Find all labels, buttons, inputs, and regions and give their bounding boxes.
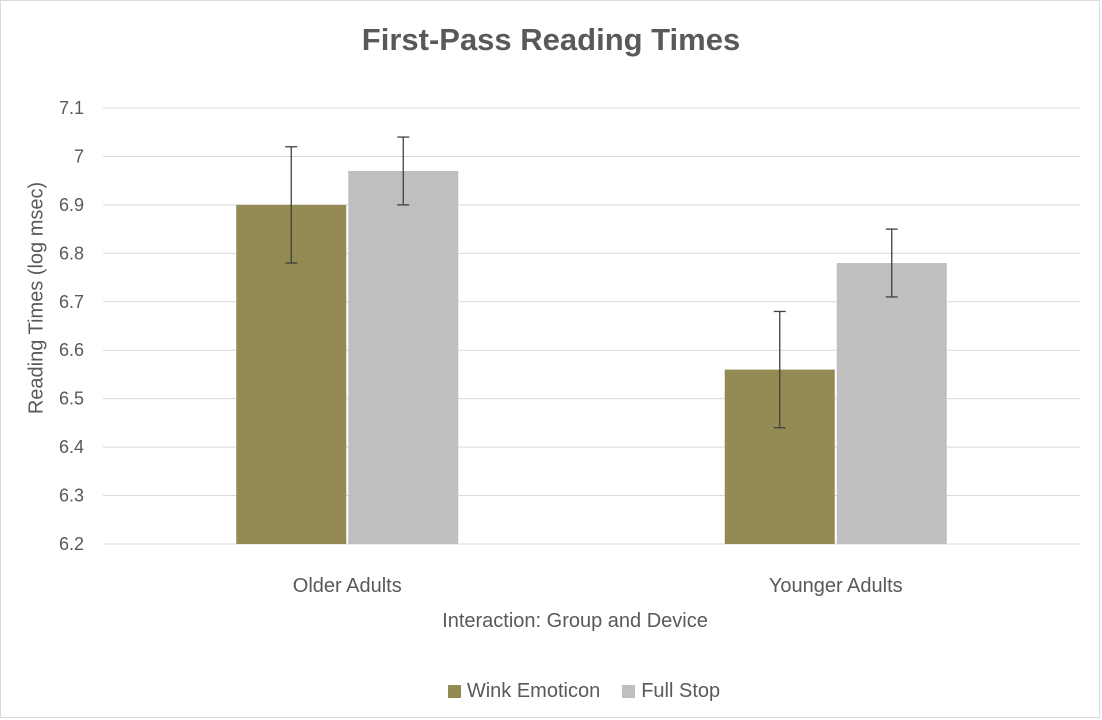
bar — [836, 263, 947, 544]
legend-swatch-wink-emoticon — [447, 685, 461, 698]
y-tick-label: 7 — [74, 146, 84, 166]
y-tick-label: 6.8 — [59, 243, 84, 263]
legend-label-wink-emoticon: Wink Emoticon — [466, 680, 601, 702]
legend-item-wink-emoticon: Wink Emoticon — [447, 680, 601, 703]
x-tick-label: Younger Adults — [769, 575, 903, 597]
y-tick-label: 6.6 — [59, 340, 84, 360]
y-tick-label: 6.5 — [59, 389, 84, 409]
x-tick-label: Older Adults — [293, 575, 402, 597]
y-tick-label: 6.4 — [59, 437, 84, 457]
x-axis-label: Interaction: Group and Device — [442, 610, 708, 632]
legend-item-full-stop: Full Stop — [622, 680, 720, 703]
y-tick-label: 6.9 — [59, 195, 84, 215]
y-tick-label: 6.2 — [59, 534, 84, 554]
y-tick-label: 7.1 — [59, 98, 84, 118]
bar — [348, 170, 459, 544]
y-tick-label: 6.7 — [59, 292, 84, 312]
y-tick-label: 6.3 — [59, 486, 84, 506]
chart-title: First-Pass Reading Times — [361, 22, 741, 57]
legend-swatch-full-stop — [622, 685, 636, 698]
legend: Wink Emoticon Full Stop — [0, 680, 1102, 703]
legend-label-full-stop: Full Stop — [641, 680, 721, 702]
